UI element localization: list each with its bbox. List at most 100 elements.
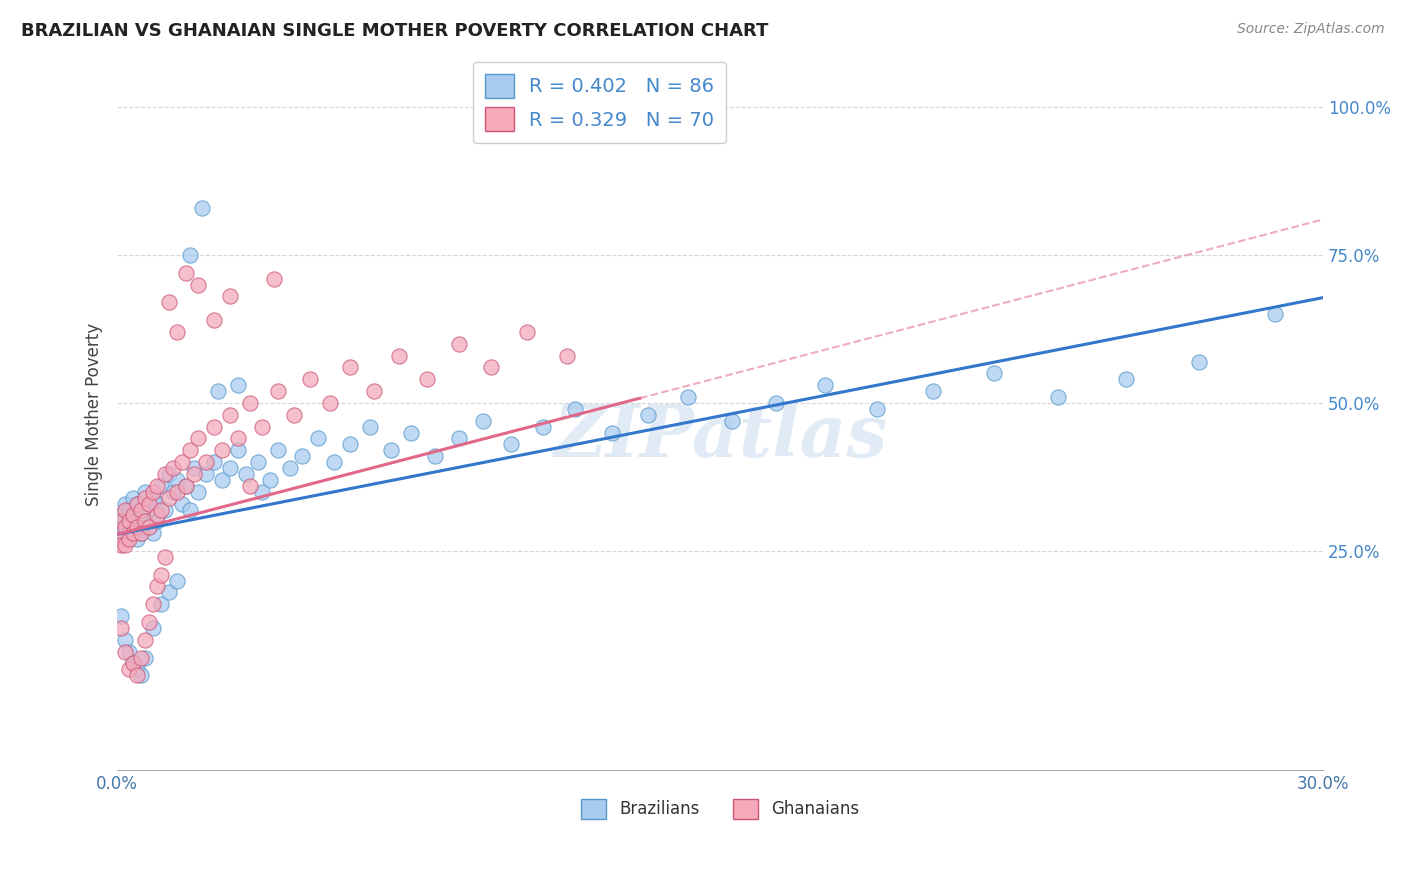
Point xyxy=(127,662,149,676)
Text: ZIPatlas: ZIPatlas xyxy=(553,401,887,472)
Point xyxy=(131,502,153,516)
Point xyxy=(122,657,145,671)
Point xyxy=(150,479,173,493)
Point xyxy=(218,408,240,422)
Point xyxy=(1115,372,1137,386)
Point xyxy=(114,532,136,546)
Point xyxy=(142,597,165,611)
Point xyxy=(134,491,156,505)
Point xyxy=(159,585,181,599)
Point xyxy=(600,425,623,440)
Point xyxy=(134,514,156,528)
Point xyxy=(118,514,141,528)
Point xyxy=(267,443,290,458)
Point xyxy=(557,349,579,363)
Point xyxy=(159,491,181,505)
Point xyxy=(183,461,205,475)
Point xyxy=(564,401,586,416)
Point xyxy=(472,414,495,428)
Point xyxy=(134,632,156,647)
Point xyxy=(170,497,193,511)
Point xyxy=(118,644,141,658)
Point xyxy=(187,432,209,446)
Point xyxy=(194,467,217,481)
Point xyxy=(866,401,889,416)
Text: Source: ZipAtlas.com: Source: ZipAtlas.com xyxy=(1237,22,1385,37)
Point xyxy=(134,514,156,528)
Point xyxy=(278,461,301,475)
Point xyxy=(138,520,160,534)
Legend: Brazilians, Ghanaians: Brazilians, Ghanaians xyxy=(574,792,866,826)
Point xyxy=(179,443,201,458)
Point xyxy=(146,497,169,511)
Point xyxy=(179,248,201,262)
Point xyxy=(138,497,160,511)
Point xyxy=(174,479,197,493)
Point xyxy=(110,520,132,534)
Point xyxy=(127,520,149,534)
Point xyxy=(267,384,290,398)
Point xyxy=(162,461,184,475)
Point xyxy=(122,657,145,671)
Point xyxy=(166,574,188,588)
Point xyxy=(299,372,322,386)
Point xyxy=(166,484,188,499)
Point xyxy=(127,497,149,511)
Point xyxy=(122,526,145,541)
Point xyxy=(447,336,470,351)
Point xyxy=(114,502,136,516)
Point xyxy=(110,609,132,624)
Point xyxy=(118,526,141,541)
Point xyxy=(146,514,169,528)
Point xyxy=(159,467,181,481)
Point xyxy=(399,425,422,440)
Y-axis label: Single Mother Poverty: Single Mother Poverty xyxy=(86,323,103,507)
Point xyxy=(138,502,160,516)
Point xyxy=(114,644,136,658)
Point xyxy=(155,467,177,481)
Point xyxy=(239,479,262,493)
Point xyxy=(118,662,141,676)
Point xyxy=(150,567,173,582)
Point xyxy=(110,621,132,635)
Point xyxy=(118,502,141,516)
Point xyxy=(239,396,262,410)
Point xyxy=(226,378,249,392)
Point xyxy=(131,650,153,665)
Point xyxy=(110,514,132,528)
Point xyxy=(114,497,136,511)
Point xyxy=(131,508,153,523)
Point xyxy=(166,473,188,487)
Point xyxy=(190,201,212,215)
Point xyxy=(114,520,136,534)
Point xyxy=(1046,390,1069,404)
Point xyxy=(637,408,659,422)
Point xyxy=(423,449,446,463)
Point xyxy=(479,360,502,375)
Point xyxy=(138,520,160,534)
Point xyxy=(183,467,205,481)
Point xyxy=(765,396,787,410)
Point xyxy=(226,443,249,458)
Point xyxy=(283,408,305,422)
Point xyxy=(246,455,269,469)
Point xyxy=(218,461,240,475)
Point xyxy=(531,419,554,434)
Point xyxy=(339,437,361,451)
Point xyxy=(146,479,169,493)
Point xyxy=(516,325,538,339)
Point xyxy=(146,579,169,593)
Point xyxy=(127,497,149,511)
Point xyxy=(676,390,699,404)
Point xyxy=(218,289,240,303)
Point xyxy=(319,396,342,410)
Point xyxy=(110,538,132,552)
Point xyxy=(155,502,177,516)
Point xyxy=(922,384,945,398)
Point xyxy=(142,621,165,635)
Point xyxy=(202,419,225,434)
Point xyxy=(415,372,437,386)
Point xyxy=(387,349,409,363)
Point xyxy=(207,384,229,398)
Point xyxy=(174,479,197,493)
